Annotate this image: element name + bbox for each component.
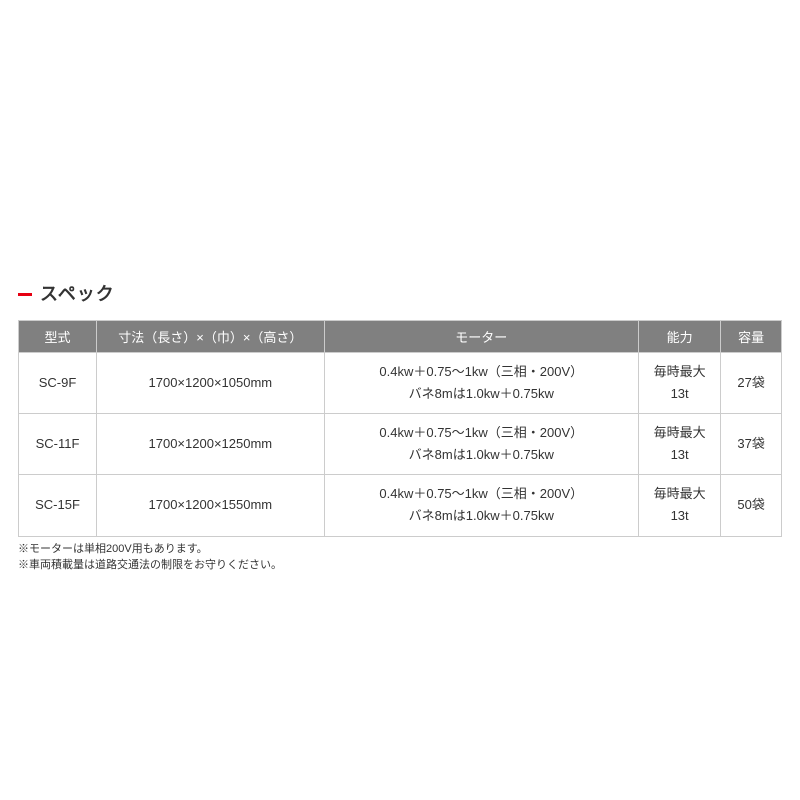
motor-line1: 0.4kw＋0.75～1kw（三相・200V）: [379, 486, 583, 501]
col-header-motor: モーター: [324, 321, 638, 353]
table-header-row: 型式 寸法（長さ）×（巾）×（高さ） モーター 能力 容量: [19, 321, 782, 353]
motor-line1: 0.4kw＋0.75～1kw（三相・200V）: [379, 364, 583, 379]
capacity-line2: 13t: [671, 508, 689, 523]
cell-volume: 50袋: [721, 475, 782, 536]
capacity-line2: 13t: [671, 447, 689, 462]
accent-bar-icon: [18, 293, 32, 296]
capacity-line1: 毎時最大: [654, 486, 706, 501]
cell-motor: 0.4kw＋0.75～1kw（三相・200V） バネ8mは1.0kw＋0.75k…: [324, 414, 638, 475]
footnotes: ※モーターは単相200V用もあります。 ※車両積載量は道路交通法の制限をお守りく…: [18, 541, 782, 574]
table-row: SC-9F 1700×1200×1050mm 0.4kw＋0.75～1kw（三相…: [19, 353, 782, 414]
cell-capacity: 毎時最大 13t: [638, 353, 720, 414]
motor-line2: バネ8mは1.0kw＋0.75kw: [409, 386, 554, 401]
cell-capacity: 毎時最大 13t: [638, 475, 720, 536]
col-header-dim: 寸法（長さ）×（巾）×（高さ）: [97, 321, 325, 353]
footnote-line: ※モーターは単相200V用もあります。: [18, 541, 782, 558]
motor-line2: バネ8mは1.0kw＋0.75kw: [409, 508, 554, 523]
col-header-volume: 容量: [721, 321, 782, 353]
capacity-line2: 13t: [671, 386, 689, 401]
cell-model: SC-11F: [19, 414, 97, 475]
cell-dim: 1700×1200×1250mm: [97, 414, 325, 475]
cell-dim: 1700×1200×1550mm: [97, 475, 325, 536]
cell-motor: 0.4kw＋0.75～1kw（三相・200V） バネ8mは1.0kw＋0.75k…: [324, 475, 638, 536]
footnote-line: ※車両積載量は道路交通法の制限をお守りください。: [18, 557, 782, 574]
table-row: SC-11F 1700×1200×1250mm 0.4kw＋0.75～1kw（三…: [19, 414, 782, 475]
section-title-text: スペック: [40, 280, 115, 306]
capacity-line1: 毎時最大: [654, 425, 706, 440]
spec-section: スペック 型式 寸法（長さ）×（巾）×（高さ） モーター 能力 容量 SC-9F…: [0, 0, 800, 574]
motor-line2: バネ8mは1.0kw＋0.75kw: [409, 447, 554, 462]
cell-dim: 1700×1200×1050mm: [97, 353, 325, 414]
section-heading: スペック: [18, 280, 782, 306]
capacity-line1: 毎時最大: [654, 364, 706, 379]
cell-model: SC-9F: [19, 353, 97, 414]
cell-model: SC-15F: [19, 475, 97, 536]
col-header-capacity: 能力: [638, 321, 720, 353]
cell-motor: 0.4kw＋0.75～1kw（三相・200V） バネ8mは1.0kw＋0.75k…: [324, 353, 638, 414]
table-row: SC-15F 1700×1200×1550mm 0.4kw＋0.75～1kw（三…: [19, 475, 782, 536]
cell-capacity: 毎時最大 13t: [638, 414, 720, 475]
motor-line1: 0.4kw＋0.75～1kw（三相・200V）: [379, 425, 583, 440]
spec-table: 型式 寸法（長さ）×（巾）×（高さ） モーター 能力 容量 SC-9F 1700…: [18, 320, 782, 537]
col-header-model: 型式: [19, 321, 97, 353]
cell-volume: 27袋: [721, 353, 782, 414]
cell-volume: 37袋: [721, 414, 782, 475]
